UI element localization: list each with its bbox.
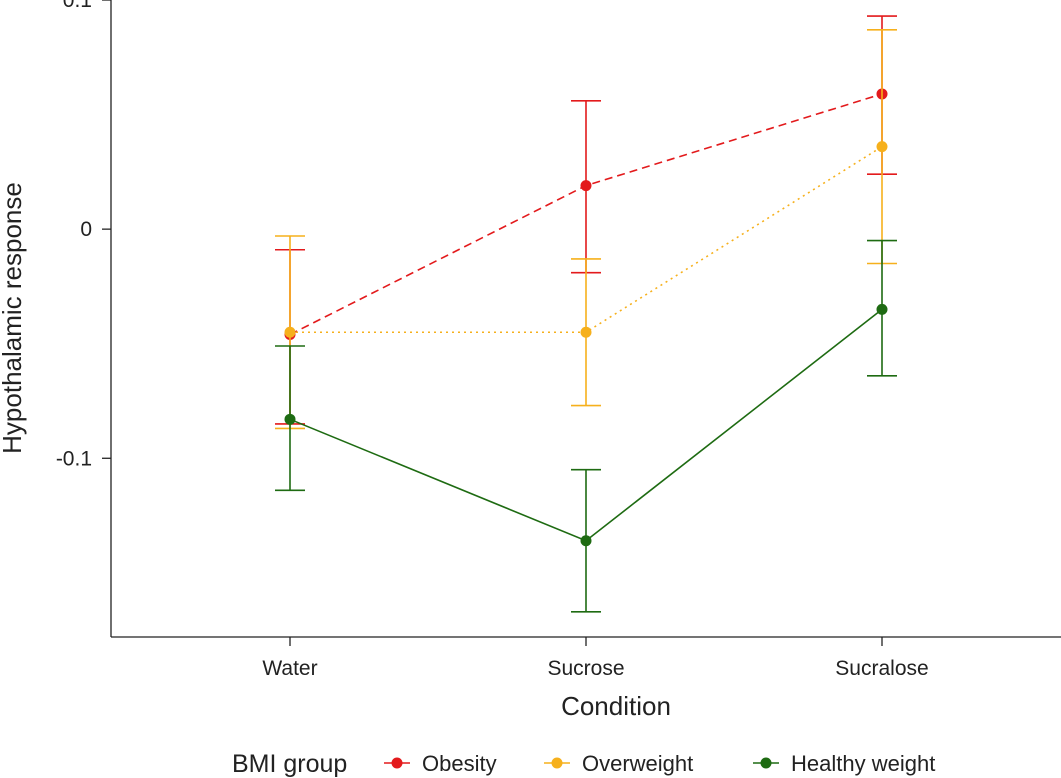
axes: 0.1 0 -0.1 Water Sucrose Sucralose Condition Hy…	[0, 0, 1061, 721]
series-healthy-weight	[275, 239, 897, 613]
legend-key-marker-obesity	[391, 757, 403, 769]
y-tick-label: -0.1	[56, 447, 92, 470]
legend-key-marker-overweight	[551, 757, 563, 769]
legend-label-healthy-weight: Healthy weight	[791, 751, 935, 776]
y-tick-label: 0	[80, 218, 92, 241]
data-point-overweight-water	[284, 326, 296, 338]
legend-key-marker-healthy-weight	[760, 757, 772, 769]
y-axis-title: Hypothalamic response	[0, 182, 27, 454]
series-overweight	[275, 28, 897, 430]
legend-title: BMI group	[232, 750, 347, 778]
y-tick-label: 0.1	[63, 0, 92, 12]
data-point-healthy-weight-water	[284, 413, 296, 425]
legend-label-obesity: Obesity	[422, 751, 497, 776]
data-point-obesity-sucrose	[580, 180, 592, 192]
x-tick-label-sucralose: Sucralose	[835, 657, 928, 680]
series-layer	[275, 15, 897, 613]
data-point-overweight-sucrose	[580, 326, 592, 338]
x-axis-title: Condition	[561, 691, 671, 721]
x-tick-label-sucrose: Sucrose	[547, 657, 624, 680]
data-point-overweight-sucralose	[876, 141, 888, 153]
legend: BMI group Obesity Overweight Healthy weight	[232, 750, 935, 778]
x-tick-label-water: Water	[262, 657, 317, 680]
legend-label-overweight: Overweight	[582, 751, 693, 776]
data-point-healthy-weight-sucralose	[876, 303, 888, 315]
data-point-healthy-weight-sucrose	[580, 535, 592, 547]
